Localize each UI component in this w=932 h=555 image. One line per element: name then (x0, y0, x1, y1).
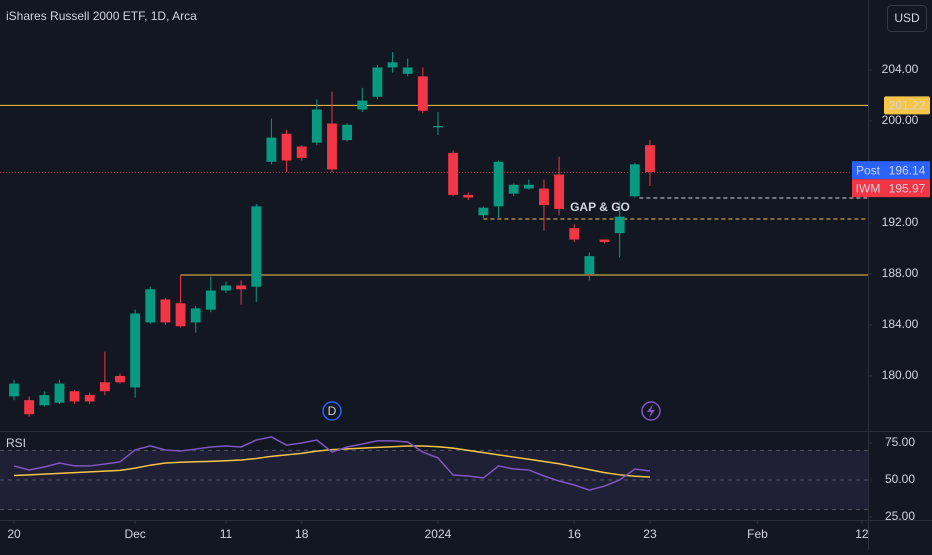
candle-body (402, 67, 413, 74)
x-tick-label: 2024 (425, 527, 452, 541)
y-tick-label: 188.00 (882, 266, 919, 280)
candle-body (205, 290, 216, 310)
level-badge-label: 201.22 (889, 99, 926, 113)
candle-body (84, 395, 95, 402)
x-tick-label: 23 (643, 527, 657, 541)
candle-body (296, 146, 307, 158)
price-badge-name: Post (856, 163, 881, 177)
candle-body (478, 207, 489, 216)
x-tick-label: Dec (124, 527, 145, 541)
y-tick-label: 204.00 (882, 62, 919, 76)
lightning[interactable] (647, 404, 655, 418)
chart-title: iShares Russell 2000 ETF, 1D, Arca (6, 9, 197, 23)
rsi-y-tick-label: 75.00 (885, 435, 915, 449)
price-badge-name-bg (852, 161, 884, 180)
candle-body (69, 391, 80, 402)
candle-body (357, 100, 368, 110)
candle-body (372, 67, 383, 97)
candle-body (629, 164, 640, 197)
candle-body (99, 382, 110, 392)
x-tick-label: 16 (568, 527, 582, 541)
candle-body (236, 285, 247, 290)
y-tick-label: 180.00 (882, 368, 919, 382)
rsi-y-tick-label: 50.00 (885, 472, 915, 486)
currency-label[interactable]: USD (894, 11, 920, 25)
candle-body (327, 123, 337, 170)
candle-body (281, 133, 292, 161)
candle-body (130, 313, 141, 388)
y-tick-label: 200.00 (882, 113, 919, 127)
candle-body (645, 145, 655, 172)
candle-body (463, 194, 474, 198)
candle-body (539, 188, 549, 206)
x-tick-label: 12 (855, 527, 869, 541)
candle-body (523, 184, 534, 189)
candle-body (39, 395, 50, 406)
candle-body (599, 239, 610, 243)
price-badge-label: 196.14 (889, 163, 926, 177)
candle-body (266, 137, 277, 162)
candle-body (9, 383, 19, 397)
candle-body (160, 299, 171, 323)
event-label: D (328, 404, 337, 418)
candle-body (145, 289, 156, 323)
x-tick-label: 11 (220, 527, 233, 541)
candle-body (614, 216, 625, 234)
candle-body (493, 161, 504, 207)
price-badge-name: IWM (856, 181, 881, 195)
x-tick-label: 20 (7, 527, 21, 541)
candle-body (448, 152, 459, 195)
earnings-icon[interactable] (641, 401, 661, 421)
candle-body (54, 383, 65, 403)
rsi-line (13, 436, 651, 491)
x-tick-label: Feb (747, 527, 768, 541)
rsi-y-tick-label: 25.00 (885, 509, 915, 523)
candle-body (508, 184, 519, 194)
candle-body (417, 76, 428, 111)
candle-body (584, 256, 595, 274)
event-marker (322, 401, 342, 421)
candle-body (24, 400, 35, 415)
candle-body (251, 206, 262, 287)
price-badge (884, 179, 930, 198)
candle-body (311, 109, 322, 143)
candle-body (342, 124, 353, 141)
candle-body (175, 303, 186, 327)
y-tick-label: 192.00 (882, 215, 919, 229)
candle-body (554, 174, 565, 209)
level-badge (884, 96, 930, 115)
price-badge (884, 161, 930, 180)
y-tick-label: 184.00 (882, 317, 919, 331)
rsi-title: RSI (6, 436, 26, 450)
candle-body (221, 285, 231, 291)
price-badge-name-bg (852, 179, 884, 198)
candle-body (433, 126, 443, 128)
annotation: GAP & GO (570, 200, 630, 214)
candle-body (190, 308, 201, 323)
rsi-ma-line (13, 445, 650, 478)
price-badge-label: 195.97 (889, 181, 926, 195)
candle-body (387, 62, 398, 68)
x-tick-label: 18 (295, 527, 309, 541)
currency-button[interactable] (887, 5, 927, 32)
candle-body (115, 375, 125, 383)
candle-body (569, 228, 580, 240)
